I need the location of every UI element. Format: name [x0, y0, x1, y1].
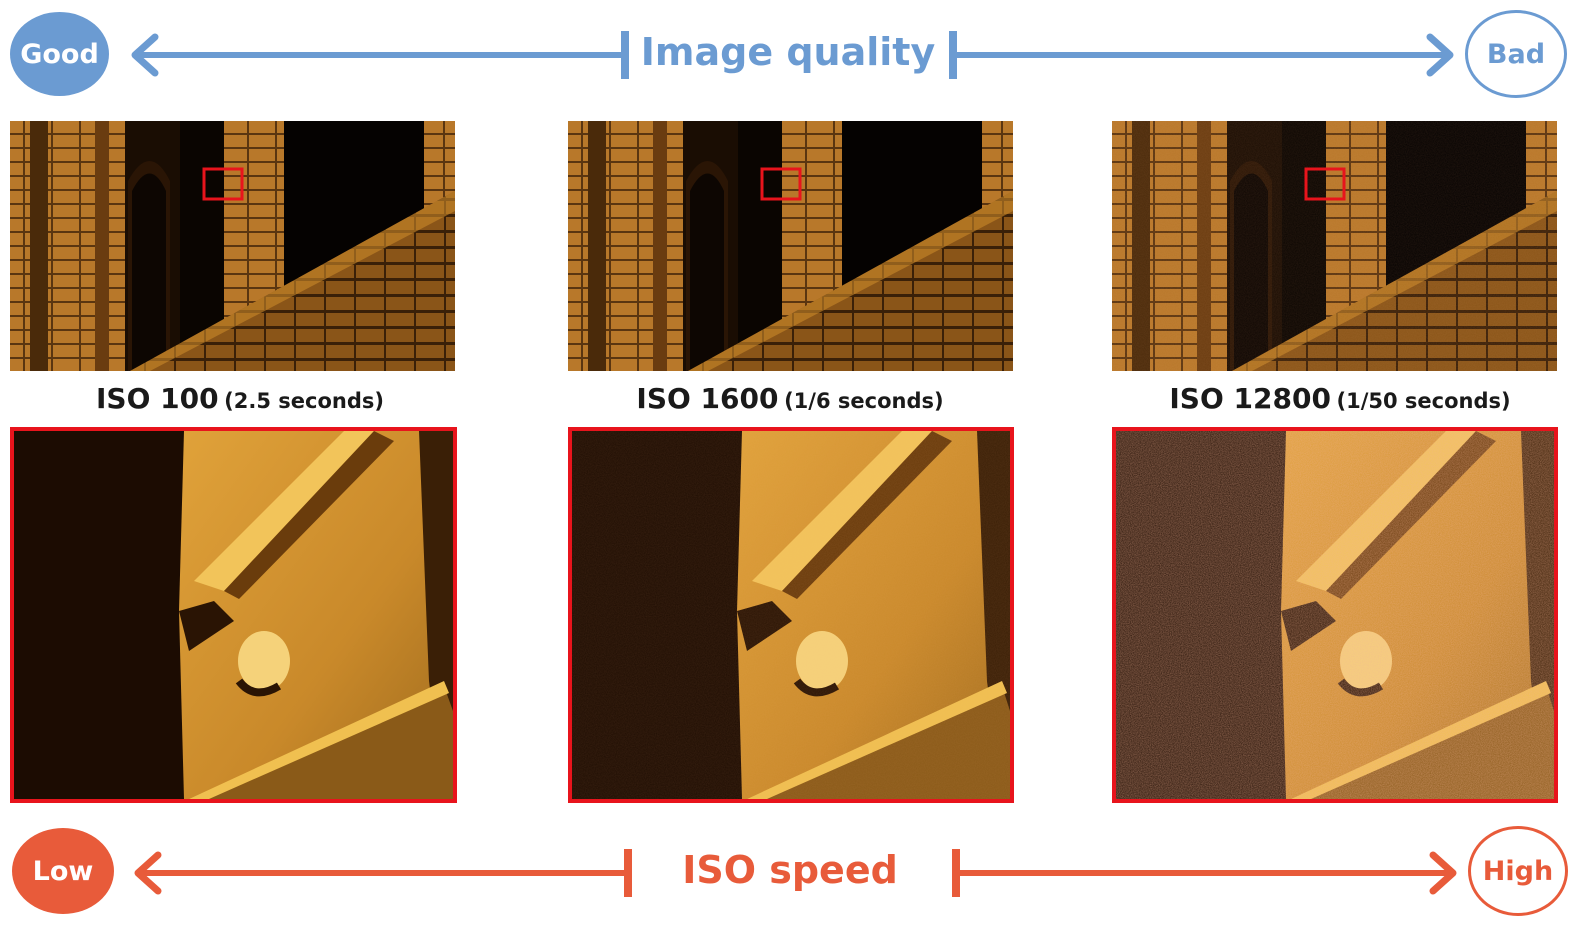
caption-1: ISO 100 (2.5 seconds): [10, 382, 470, 415]
low-badge: Low: [12, 828, 114, 914]
exposure-label: (1/6 seconds): [784, 389, 944, 413]
zoomed-crop-1: [10, 427, 457, 803]
iso-label: ISO 100: [96, 382, 219, 415]
image-quality-title: Image quality: [640, 30, 936, 74]
image-quality-arrow: [131, 31, 1454, 79]
arrowhead-right: [1429, 851, 1457, 895]
zoomed-crop-3: [1112, 427, 1558, 803]
caption-2: ISO 1600 (1/6 seconds): [560, 382, 1020, 415]
iso-label: ISO 1600: [636, 382, 779, 415]
zoomed-crop-2: [568, 427, 1014, 803]
building-photo-2: [568, 121, 1013, 371]
iso-speed-title: ISO speed: [682, 848, 898, 892]
caption-3: ISO 12800 (1/50 seconds): [1110, 382, 1570, 415]
zoom-marker: [760, 167, 802, 201]
iso-label: ISO 12800: [1169, 382, 1331, 415]
zoom-marker: [1304, 167, 1346, 201]
zoom-marker: [202, 167, 244, 201]
bad-badge: Bad: [1465, 10, 1567, 98]
arrowhead-right: [1426, 33, 1454, 77]
arrowhead-left: [131, 33, 159, 77]
building-photo-1: [10, 121, 455, 371]
exposure-label: (2.5 seconds): [224, 389, 384, 413]
arrowhead-left: [134, 851, 162, 895]
good-badge: Good: [10, 12, 109, 96]
building-photo-3: [1112, 121, 1557, 371]
iso-speed-arrow: [134, 849, 1457, 897]
exposure-label: (1/50 seconds): [1336, 389, 1511, 413]
high-badge: High: [1468, 826, 1568, 916]
